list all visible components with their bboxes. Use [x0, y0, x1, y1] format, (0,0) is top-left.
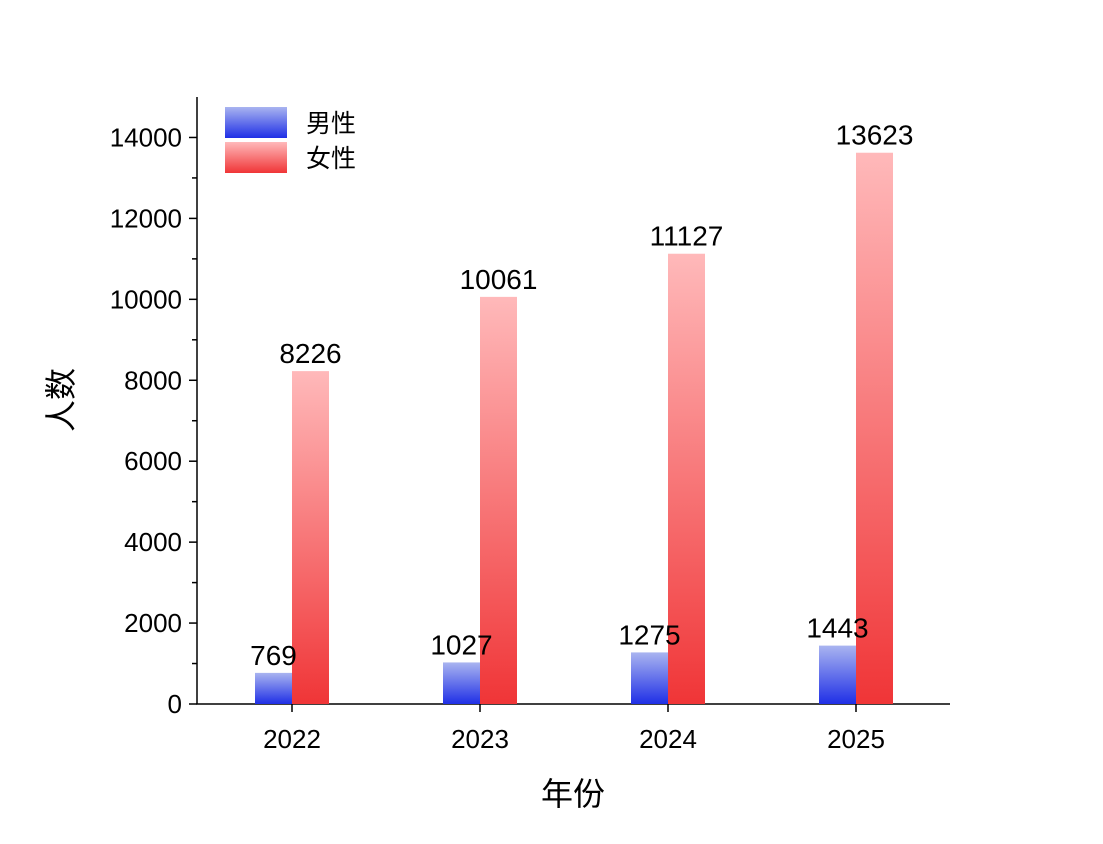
- legend-label-female: 女性: [306, 144, 356, 173]
- x-axis-title: 年份: [541, 775, 605, 813]
- y-tick-label: 4000: [124, 527, 182, 557]
- bar-female: [668, 253, 705, 704]
- data-label-male: 769: [250, 640, 297, 671]
- legend-swatch-male: [225, 107, 287, 138]
- x-tick-label: 2024: [639, 724, 697, 754]
- y-tick-label: 0: [168, 689, 182, 719]
- bar-male: [255, 672, 292, 704]
- data-label-male: 1275: [618, 619, 680, 650]
- bar-male: [443, 662, 480, 704]
- bars: [255, 152, 893, 704]
- y-tick-label: 6000: [124, 446, 182, 476]
- y-tick-label: 10000: [110, 284, 182, 314]
- data-label-male: 1443: [806, 613, 868, 644]
- y-tick-label: 2000: [124, 608, 182, 638]
- legend-swatch-female: [225, 142, 287, 173]
- x-tick-label: 2025: [827, 724, 885, 754]
- y-tick-label: 8000: [124, 365, 182, 395]
- x-tick-label: 2023: [451, 724, 509, 754]
- bar-female: [480, 296, 517, 704]
- data-label-female: 10061: [460, 264, 538, 295]
- y-tick-label: 12000: [110, 203, 182, 233]
- bar-female: [856, 152, 893, 704]
- y-axis-title: 人数: [42, 368, 80, 432]
- y-tick-label: 14000: [110, 122, 182, 152]
- data-label-female: 13623: [836, 120, 914, 151]
- data-label-female: 11127: [650, 221, 724, 252]
- bar-female: [292, 371, 329, 704]
- data-labels: 769 8226 1027 10061 1275 11127 1443 13623: [250, 120, 913, 671]
- y-axis-ticks: 0 2000 4000 6000 8000 10000 12000 14000: [110, 122, 197, 719]
- bar-male: [631, 652, 668, 704]
- x-axis-ticks: 2022 2023 2024 2025: [263, 704, 885, 754]
- bar-male: [819, 645, 856, 704]
- x-tick-label: 2022: [263, 724, 321, 754]
- legend: 男性 女性: [225, 107, 356, 173]
- data-label-male: 1027: [430, 629, 492, 660]
- legend-label-male: 男性: [306, 109, 356, 138]
- data-label-female: 8226: [279, 338, 341, 369]
